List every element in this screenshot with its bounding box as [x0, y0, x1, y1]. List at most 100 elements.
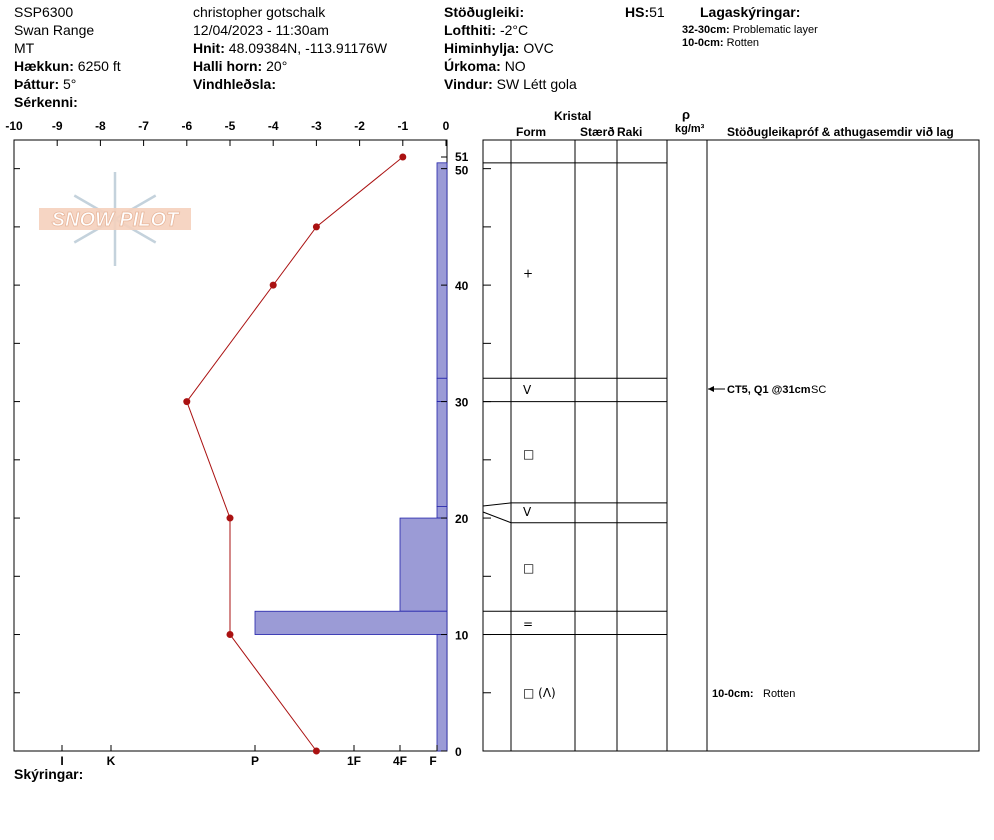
hardness-tick-label: 1F: [347, 754, 361, 768]
hardness-bar: [436, 506, 448, 519]
elevation: Hækkun: 6250 ft: [14, 58, 121, 74]
wind-label: Vindur:: [444, 76, 493, 92]
x-tick-label: -1: [397, 119, 408, 133]
sky-value: OVC: [523, 40, 554, 56]
snow-height: HS:51: [625, 4, 665, 20]
stability-test-arrowhead: [708, 385, 714, 392]
location-range: Swan Range: [14, 22, 95, 38]
temperature-point: [183, 398, 191, 406]
stability-test-label: CT5, Q1 @31cm: [727, 384, 811, 396]
temperature-point: [226, 631, 234, 639]
temperature-point: [312, 747, 320, 755]
x-tick-label: -2: [354, 119, 365, 133]
y-tick-label: 0: [455, 745, 462, 759]
crystal-header: Kristal: [554, 109, 592, 123]
hardness-bar: [399, 517, 448, 612]
grain-form-symbol: V: [523, 383, 532, 397]
form-header: Form: [516, 125, 546, 139]
grain-form-symbol: +: [523, 266, 533, 280]
y-tick-label: 51: [455, 150, 469, 164]
x-tick-label: -3: [311, 119, 322, 133]
layer-note-range: 32-30cm:: [682, 24, 730, 36]
grain-form-symbol: □ (Λ): [523, 686, 556, 700]
location-state: MT: [14, 40, 35, 56]
slope-angle: Halli horn: 20°: [193, 58, 287, 74]
x-tick-label: -6: [181, 119, 192, 133]
aspect: Þáttur: 5°: [14, 76, 76, 92]
coordinates: Hnit: 48.09384N, -113.91176W: [193, 40, 387, 56]
stability-test-fracture: SC: [811, 384, 826, 396]
coordinates-value: 48.09384N, -113.91176W: [228, 40, 388, 56]
observer-name: christopher gotschalk: [193, 4, 326, 20]
x-tick-label: -7: [138, 119, 149, 133]
sky-cover: Himinhylja: OVC: [444, 40, 554, 56]
observation-datetime: 12/04/2023 - 11:30am: [193, 22, 329, 38]
x-tick-label: -9: [52, 119, 63, 133]
specifics: Sérkenni:: [14, 94, 78, 110]
elevation-label: Hækkun:: [14, 58, 74, 74]
slope-label: Halli horn:: [193, 58, 263, 74]
x-tick-label: -5: [225, 119, 236, 133]
hs-label: HS:: [625, 4, 650, 20]
hardness-tick-label: F: [429, 754, 436, 768]
hardness-tick-label: I: [60, 754, 63, 768]
hs-value: 51: [649, 4, 665, 20]
sky-label: Himinhylja:: [444, 40, 520, 56]
plot-frame: [13, 139, 448, 752]
logo-text: SNOW PILOT: [52, 209, 180, 231]
hardness-bar: [436, 401, 448, 507]
x-tick-label: 0: [443, 119, 450, 133]
tests-header: Stöðugleikapróf & athugasemdir við lag: [727, 125, 954, 139]
hardness-bar: [436, 162, 448, 379]
layer-notes-title: Lagaskýringar:: [700, 4, 801, 20]
logo-banner: [39, 208, 191, 230]
grain-form-symbol: □: [523, 561, 534, 575]
elevation-value: 6250 ft: [77, 58, 121, 74]
layer-note-text: Problematic layer: [732, 24, 818, 36]
layer-comment-text: Rotten: [763, 688, 795, 700]
precip-label: Úrkoma:: [444, 58, 501, 74]
wind-loading: Vindhleðsla:: [193, 76, 276, 92]
wind-value: SW Létt gola: [496, 76, 577, 92]
hardness-tick-label: K: [107, 754, 116, 768]
rho-header: ρ: [682, 107, 691, 122]
hardness-bar: [254, 610, 448, 635]
temperature-point: [269, 281, 277, 289]
y-tick-label: 30: [455, 396, 469, 410]
aspect-value: 5°: [63, 76, 77, 92]
layer-boundary: [482, 502, 667, 507]
stability: Stöðugleiki:: [444, 4, 524, 20]
wind-loading-label: Vindhleðsla:: [193, 76, 276, 92]
moisture-header: Raki: [617, 125, 643, 139]
layer-note-range: 10-0cm:: [682, 37, 724, 49]
temperature-point: [226, 514, 234, 522]
layer-table-frame: [482, 139, 980, 752]
precip-value: NO: [504, 58, 526, 74]
hardness-bar: [436, 377, 448, 402]
air-temp-value: -2°C: [499, 22, 529, 38]
hardness-tick-label: 4F: [393, 754, 407, 768]
x-tick-label: -4: [268, 119, 279, 133]
legend-label: Skýringar:: [14, 766, 84, 782]
slope-value: 20°: [266, 58, 288, 74]
layer-note-text: Rotten: [726, 37, 760, 49]
y-tick-label: 50: [455, 164, 469, 178]
grain-form-symbol: V: [523, 505, 532, 519]
wind: Vindur: SW Létt gola: [444, 76, 577, 92]
stability-label: Stöðugleiki:: [444, 4, 525, 20]
layer-boundary: [482, 511, 667, 524]
y-tick-label: 40: [455, 279, 469, 293]
layer-note: 32-30cm: Problematic layer: [682, 24, 818, 36]
grain-form-symbol: =: [523, 617, 533, 631]
temperature-point: [312, 223, 320, 231]
y-tick-label: 20: [455, 512, 469, 526]
aspect-label: Þáttur:: [14, 76, 60, 92]
x-tick-label: -8: [95, 119, 106, 133]
hardness-tick-label: P: [251, 754, 259, 768]
layer-comment-range: 10-0cm:: [712, 688, 754, 700]
temperature-point: [399, 153, 407, 161]
temperature-line: [186, 156, 404, 752]
precipitation: Úrkoma: NO: [444, 58, 526, 74]
density-unit-header: kg/m³: [675, 123, 705, 135]
